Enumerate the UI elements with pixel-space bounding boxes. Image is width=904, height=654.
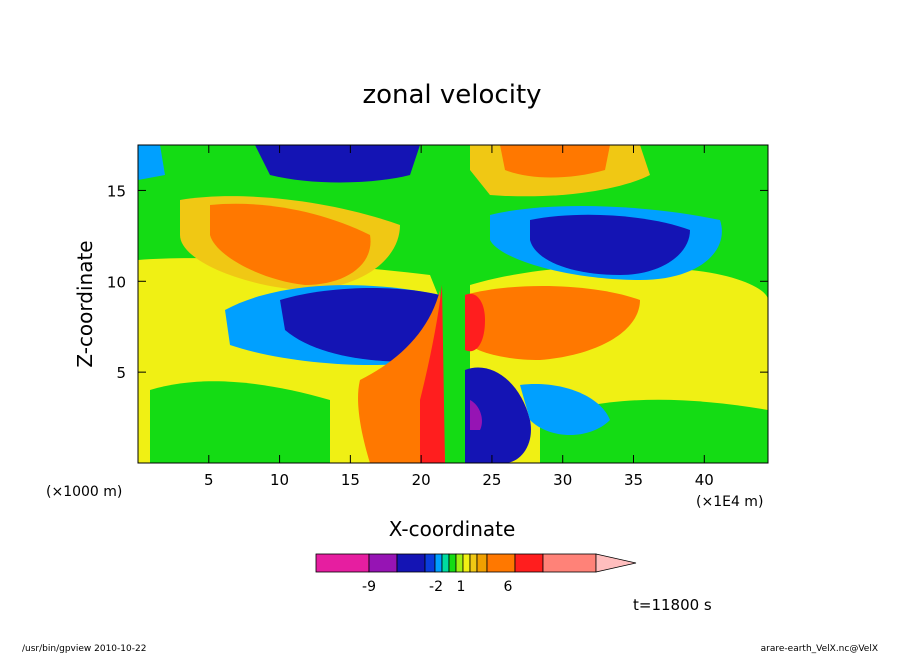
colorbar-tick-label: -2 (429, 579, 443, 595)
colorbar-swatch (469, 553, 478, 573)
x-unit-right: (×1E4 m) (696, 494, 763, 510)
colorbar-tick-label: 6 (504, 579, 513, 595)
contour-cyan-lower-right (520, 384, 610, 435)
contour-green-lower-left (150, 381, 330, 463)
contour-plot: 5 10 15 20 25 30 35 40 5 10 15 (107, 144, 769, 489)
y-tick-label: 10 (107, 273, 126, 291)
colorbar: -9 -2 1 6 (315, 553, 637, 595)
x-tick-label: 5 (204, 471, 214, 489)
contour-cyan-top-left (138, 145, 165, 180)
x-unit-left: (×1000 m) (46, 484, 122, 500)
x-tick-label: 15 (341, 471, 360, 489)
y-axis-label: Z-coordinate (73, 240, 97, 367)
contour-blue-middle-left (280, 288, 440, 362)
colorbar-arrow (595, 553, 637, 573)
colorbar-swatch (396, 553, 426, 573)
colorbar-swatch (434, 553, 443, 573)
colorbar-swatch (455, 553, 464, 573)
contour-blue-upper-right (530, 214, 690, 275)
colorbar-tick-label: -9 (362, 579, 376, 595)
contour-center-strip (445, 145, 465, 463)
y-tick-label: 5 (116, 364, 126, 382)
x-tick-label: 20 (412, 471, 431, 489)
colorbar-tick-label: 1 (457, 579, 466, 595)
footer-left: /usr/bin/gpview 2010-10-22 (22, 644, 146, 654)
contour-blue-top-center (255, 145, 420, 183)
x-tick-label: 25 (482, 471, 501, 489)
x-axis-label: X-coordinate (389, 517, 516, 541)
colorbar-swatch (514, 553, 544, 573)
x-tick-label: 10 (270, 471, 289, 489)
time-label: t=11800 s (633, 596, 712, 614)
contour-purple-lower-right (470, 400, 482, 430)
colorbar-swatch (424, 553, 436, 573)
contour-red-lower-left (420, 285, 445, 463)
colorbar-swatch (368, 553, 398, 573)
colorbar-swatch (462, 553, 471, 573)
colorbar-swatch (315, 553, 370, 573)
colorbar-swatch (476, 553, 488, 573)
axis-ticks: 5 10 15 20 25 30 35 40 5 10 15 (107, 145, 768, 489)
x-tick-label: 30 (553, 471, 572, 489)
colorbar-swatch (542, 553, 597, 573)
colorbar-swatch (441, 553, 450, 573)
contour-red-middle-right (465, 293, 485, 352)
contour-blue-lower-right (465, 367, 531, 463)
footer-right: arare-earth_VelX.nc@VelX (761, 644, 878, 654)
x-tick-label: 40 (695, 471, 714, 489)
contour-orange-upper-left (210, 203, 371, 285)
contour-orange-upper-core (500, 145, 610, 178)
x-tick-label: 35 (624, 471, 643, 489)
chart-title: zonal velocity (362, 80, 541, 110)
contour-orange-middle-right (465, 285, 640, 360)
colorbar-swatch (486, 553, 516, 573)
colorbar-swatch (448, 553, 457, 573)
y-tick-label: 15 (107, 182, 126, 200)
plot-frame (137, 144, 769, 464)
